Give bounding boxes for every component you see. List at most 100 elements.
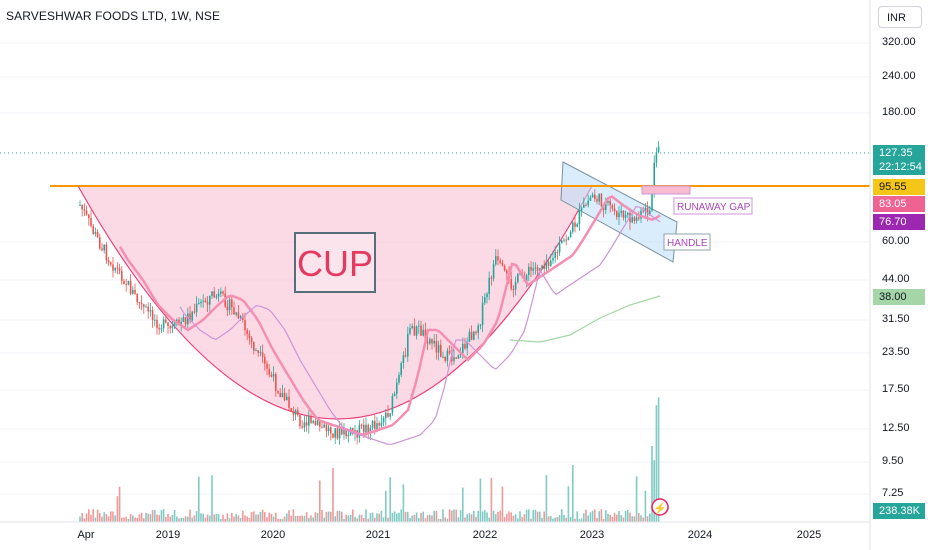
ema-slow-line (509, 295, 661, 343)
candle-body (165, 319, 167, 323)
volume-bars (79, 397, 660, 522)
volume-bar (182, 517, 185, 522)
candle-body (376, 423, 378, 429)
volume-bar (171, 515, 174, 522)
candle-body (279, 393, 281, 398)
candle-body (477, 325, 479, 333)
candle-body (638, 217, 640, 219)
candle-body (169, 326, 171, 329)
candle-body (83, 209, 86, 211)
volume-bar (88, 509, 90, 522)
volume-bar (222, 514, 224, 522)
candle-body (310, 416, 312, 423)
volume-bar (415, 512, 418, 522)
candle-body (536, 267, 539, 271)
currency-selector[interactable]: INR (878, 6, 922, 28)
candle-body (435, 340, 438, 353)
volume-bar (495, 514, 497, 522)
volume-bar (94, 517, 97, 522)
candle-body (321, 426, 323, 428)
volume-bar (85, 513, 88, 522)
volume-bar (391, 512, 394, 522)
candle-body (576, 224, 578, 227)
volume-bar (158, 515, 160, 522)
candle-body (193, 311, 196, 313)
candle-body (510, 279, 512, 289)
volume-bar (248, 517, 251, 522)
candle-body (624, 214, 627, 218)
candle-body (653, 162, 655, 193)
volume-bar (594, 509, 596, 522)
volume-bar (631, 516, 633, 522)
candle-body (103, 244, 105, 251)
candle-body (118, 268, 121, 271)
volume-bar (622, 517, 625, 522)
candle-body (189, 313, 191, 321)
candle-body (374, 420, 376, 429)
volume-bar (556, 517, 559, 522)
volume-bar (343, 518, 345, 522)
candle-body (495, 256, 497, 265)
volume-bar (492, 510, 495, 522)
volume-bar (220, 518, 222, 522)
volume-bar (426, 515, 429, 522)
volume-bar (640, 515, 642, 522)
candle-body (444, 356, 446, 361)
volume-bar (154, 509, 156, 522)
candle-body (644, 207, 647, 212)
candle-body (363, 424, 365, 433)
candle-body (589, 197, 592, 201)
volume-bar (314, 512, 317, 522)
chart-title: SARVESHWAR FOODS LTD, 1W, NSE (6, 9, 221, 23)
candle-body (655, 152, 658, 163)
candle-body (330, 427, 332, 434)
candle-body (246, 330, 248, 334)
volume-bar (418, 518, 420, 522)
volume-bar (629, 512, 631, 522)
lightning-icon-bg[interactable] (651, 498, 669, 516)
volume-bar (338, 510, 341, 522)
candle-body (297, 410, 299, 415)
volume-bar (389, 477, 391, 522)
volume-bar (305, 512, 308, 522)
candle-body (640, 210, 642, 219)
volume-bar (574, 518, 576, 522)
candle-body (407, 333, 409, 357)
volume-bar (618, 510, 620, 522)
volume-bar (512, 515, 515, 522)
price-tick-label: 60.00 (882, 235, 910, 247)
volume-bar (310, 515, 312, 522)
candle-body (587, 200, 589, 205)
volume-bar (297, 515, 299, 522)
time-tick-label: 2022 (472, 529, 498, 541)
candle-body (433, 340, 435, 344)
candle-body (209, 296, 211, 305)
candle-body (649, 210, 651, 215)
volume-bar (195, 511, 198, 522)
candle-body (378, 423, 380, 426)
last-price-value: 127.35 (879, 147, 913, 159)
candle-body (178, 319, 180, 325)
candle-body (222, 291, 224, 294)
candle-body (226, 306, 229, 311)
candle-body (149, 310, 152, 312)
gap-box (641, 185, 691, 195)
volume-bar (165, 516, 167, 522)
candle-body (233, 307, 235, 315)
volume-bar (442, 509, 444, 522)
volume-bar (420, 512, 422, 522)
volume-bar (600, 509, 603, 522)
candle-body (578, 210, 581, 225)
candle-body (360, 424, 363, 426)
candle-body (121, 270, 123, 281)
price-tick-label: 17.50 (882, 383, 910, 395)
volume-bar (572, 464, 574, 522)
candle-body (180, 321, 182, 325)
candle-body (184, 317, 187, 325)
volume-bar (169, 516, 171, 522)
candle-body (475, 331, 477, 333)
volume-bar (565, 517, 567, 522)
volume-bar (407, 511, 409, 522)
volume-bar (255, 514, 257, 522)
